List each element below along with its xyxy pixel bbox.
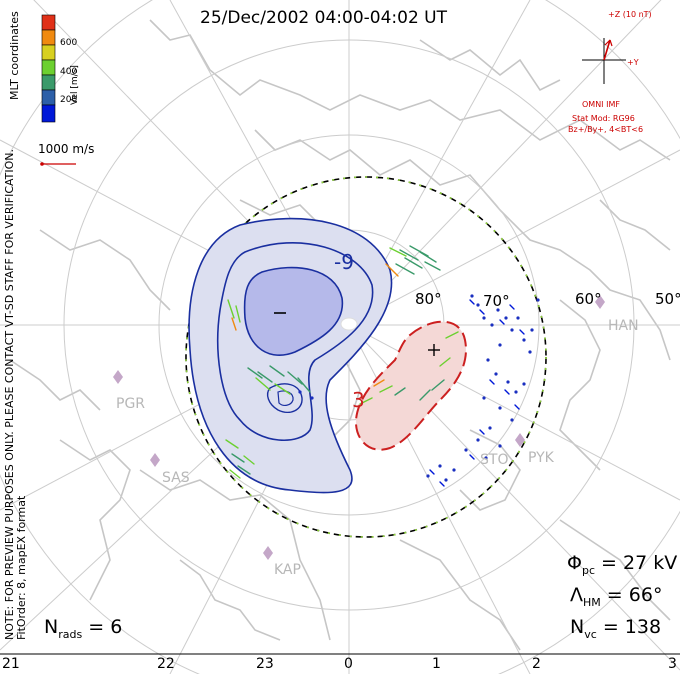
stat-phi-pc-sub: pc — [581, 563, 595, 577]
mlt-tick-23: 23 — [256, 656, 274, 672]
stat-n-vc: Nvc = 138 — [570, 616, 661, 641]
velocity-vectors — [225, 245, 525, 487]
positive-convection-cell — [354, 320, 467, 451]
negative-convection-cell — [188, 217, 393, 494]
lat-label-80: 80° — [415, 290, 442, 308]
page-title: 25/Dec/2002 04:00-04:02 UT — [200, 8, 447, 28]
hm-boundary-green — [185, 176, 547, 538]
imf-vector — [603, 39, 611, 61]
mlt-tick-22: 22 — [157, 656, 175, 672]
mlt-tick-3: 3 — [668, 656, 677, 672]
mlt-tick-1: 1 — [432, 656, 441, 672]
notice-line-2: FitOrder: 8, mapEX format — [15, 495, 28, 640]
stat-phi-pc-value: = 27 kV — [595, 552, 678, 574]
stat-lambda-hm-sub: HM — [583, 595, 601, 609]
preview-notice: NOTE: FOR PREVIEW PURPOSES ONLY. PLEASE … — [3, 149, 28, 640]
imf-source: OMNI IMF — [582, 100, 620, 109]
stat-n-rads-value: = 6 — [82, 616, 123, 638]
stat-n-rads: Nrads = 6 — [44, 616, 122, 641]
mlt-tick-0: 0 — [344, 656, 353, 672]
mlt-tick-2: 2 — [532, 656, 541, 672]
station-pgr: PGR — [116, 396, 146, 412]
velocity-colorbar — [41, 14, 56, 123]
coordinates-label: MLT coordinates — [8, 11, 21, 100]
station-han: HAN — [608, 318, 639, 334]
reference-vector-label: 1000 m/s — [38, 142, 95, 156]
lat-label-60: 60° — [575, 290, 602, 308]
stat-n-vc-sub: vc — [584, 627, 597, 641]
negative-potential-label: -9 — [334, 250, 354, 274]
station-kap: KAP — [274, 562, 301, 578]
imf-model-line2: Bz+/By+, 4<BT<6 — [568, 125, 644, 134]
colorbar-tick-400: 400 — [60, 67, 78, 77]
lat-label-50: 50° — [655, 290, 680, 308]
lat-label-70: 70° — [483, 292, 510, 310]
stat-lambda-hm-symbol: Λ — [570, 584, 583, 606]
stat-phi-pc: Φpc = 27 kV — [567, 552, 677, 577]
station-pyk: PYK — [528, 450, 554, 466]
stat-n-vc-symbol: N — [570, 616, 585, 638]
imf-model-line1: Stat Mod: RG96 — [572, 114, 635, 123]
colorbar-tick-200: 200 — [60, 95, 78, 105]
pole-marker — [340, 317, 358, 331]
positive-potential-label: 3 — [352, 388, 365, 412]
colorbar-tick-600: 600 — [60, 38, 78, 48]
imf-y-label: +Y — [627, 58, 639, 67]
stat-n-rads-sub: rads — [58, 627, 83, 641]
imf-z-label: +Z (10 nT) — [608, 10, 652, 19]
imf-clock — [582, 38, 626, 84]
colorbar-label: Vel [m/s] — [70, 65, 80, 105]
stat-lambda-hm: ΛHM = 66° — [570, 584, 662, 609]
stat-n-vc-value: = 138 — [596, 616, 662, 638]
stat-n-rads-symbol: N — [44, 616, 59, 638]
station-sto: STO — [480, 452, 509, 468]
stat-phi-pc-symbol: Φ — [567, 552, 582, 574]
mlt-tick-21: 21 — [2, 656, 20, 672]
velocity-points — [298, 294, 540, 482]
station-markers — [113, 295, 605, 560]
station-sas: SAS — [162, 470, 190, 486]
stat-lambda-hm-value: = 66° — [600, 584, 663, 606]
